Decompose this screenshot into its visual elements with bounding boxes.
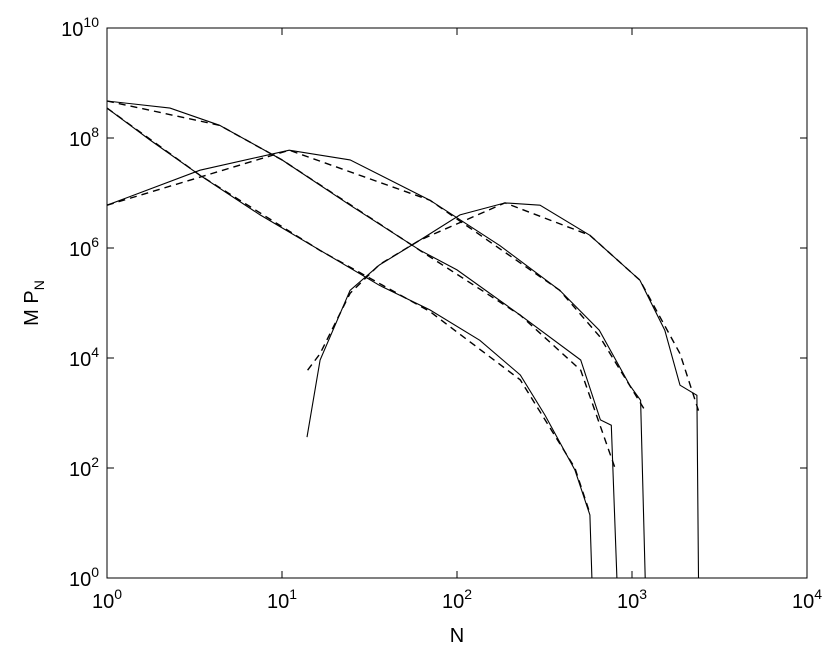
x-tick-label: 103 [617, 586, 647, 613]
data-line [306, 202, 700, 579]
y-axis-label: M PN [21, 280, 47, 326]
y-tick-label: 102 [69, 454, 99, 481]
tick-exponent: 10 [83, 14, 99, 30]
tick-exponent: 3 [639, 586, 647, 602]
tick-base: 10 [69, 239, 91, 261]
x-axis-label: N [450, 625, 464, 647]
x-tick-label: 102 [442, 586, 472, 613]
tick-exponent: 0 [114, 586, 122, 602]
fit-line [106, 149, 646, 412]
y-axis-label-subscript: N [31, 280, 47, 290]
tick-base: 10 [69, 459, 91, 481]
tick-exponent: 6 [91, 234, 99, 250]
tick-base: 10 [69, 129, 91, 151]
tick-exponent: 4 [91, 344, 99, 360]
fit-line [307, 202, 700, 411]
tick-base: 10 [92, 591, 114, 613]
y-tick-label: 108 [69, 124, 99, 151]
y-axis-label-main: M P [21, 290, 43, 326]
tick-exponent: 2 [464, 586, 472, 602]
x-tick-label: 104 [792, 586, 822, 613]
x-tick-label: 100 [92, 586, 122, 613]
y-tick-label: 100 [69, 564, 99, 591]
tick-base: 10 [792, 591, 814, 613]
tick-base: 10 [442, 591, 464, 613]
data-line [106, 100, 618, 579]
tick-exponent: 0 [91, 564, 99, 580]
tick-exponent: 4 [814, 586, 822, 602]
tick-exponent: 2 [91, 454, 99, 470]
tick-base: 10 [617, 591, 639, 613]
fit-line [106, 107, 591, 514]
tick-base: 10 [69, 349, 91, 371]
y-tick-label: 1010 [61, 14, 99, 41]
tick-base: 10 [267, 591, 289, 613]
tick-exponent: 1 [289, 586, 297, 602]
tick-exponent: 8 [91, 124, 99, 140]
y-tick-label: 106 [69, 234, 99, 261]
tick-base: 10 [69, 569, 91, 591]
fit-line [106, 100, 616, 469]
y-tick-label: 104 [69, 344, 99, 371]
x-tick-label: 101 [267, 586, 297, 613]
data-line [106, 149, 646, 579]
tick-base: 10 [61, 19, 83, 41]
